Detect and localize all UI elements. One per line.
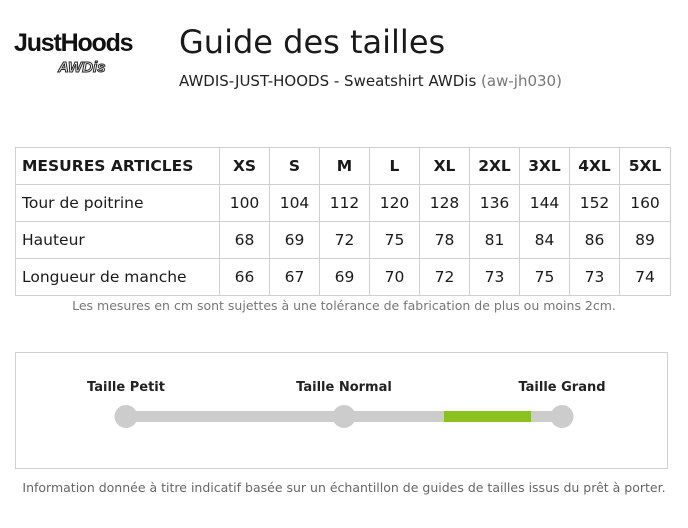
fit-range-indicator (444, 411, 532, 422)
row-label: Tour de poitrine (15, 184, 220, 222)
table-cell: 84 (519, 221, 570, 259)
fit-label-large: Taille Grand (518, 380, 606, 395)
table-cell: 86 (569, 221, 620, 259)
tolerance-note: Les mesures en cm sont sujettes à une to… (72, 298, 616, 313)
table-row: Hauteur 68 69 72 75 78 81 84 86 89 (15, 221, 671, 259)
footnote: Information donnée à titre indicatif bas… (22, 480, 666, 495)
table-cell: 144 (519, 184, 570, 222)
table-cell: 72 (319, 221, 370, 259)
size-table-header: MESURES ARTICLES XS S M L XL 2XL 3XL 4XL… (15, 147, 671, 185)
table-cell: 70 (369, 258, 420, 296)
table-cell: 67 (269, 258, 320, 296)
table-cell: 81 (469, 221, 520, 259)
logo-wordmark: JustHoods (14, 29, 134, 57)
table-cell: 120 (369, 184, 420, 222)
size-table: MESURES ARTICLES XS S M L XL 2XL 3XL 4XL… (15, 147, 671, 296)
header-label: MESURES ARTICLES (15, 147, 220, 185)
table-cell: 104 (269, 184, 320, 222)
logo-sub-brand: AWDis (58, 59, 107, 76)
fit-label-small: Taille Petit (87, 380, 165, 395)
product-subtitle: AWDIS-JUST-HOODS - Sweatshirt AWDis (aw-… (179, 71, 562, 91)
row-label: Longueur de manche (15, 258, 220, 296)
product-name: AWDIS-JUST-HOODS - Sweatshirt AWDis (179, 72, 477, 90)
table-cell: 75 (519, 258, 570, 296)
table-cell: 78 (419, 221, 470, 259)
size-header: L (369, 147, 420, 185)
table-cell: 75 (369, 221, 420, 259)
size-header: 3XL (519, 147, 570, 185)
table-cell: 112 (319, 184, 370, 222)
fit-marker-normal (332, 405, 356, 428)
table-cell: 74 (619, 258, 671, 296)
table-row: Longueur de manche 66 67 69 70 72 73 75 … (15, 258, 671, 296)
table-row: Tour de poitrine 100 104 112 120 128 136… (15, 184, 671, 222)
table-cell: 160 (619, 184, 671, 222)
table-cell: 69 (269, 221, 320, 259)
size-header: XS (219, 147, 270, 185)
table-cell: 69 (319, 258, 370, 296)
product-code: (aw-jh030) (481, 72, 562, 90)
size-header: 4XL (569, 147, 620, 185)
size-header: 2XL (469, 147, 520, 185)
fit-label-normal: Taille Normal (296, 380, 392, 395)
size-header: M (319, 147, 370, 185)
table-cell: 128 (419, 184, 470, 222)
table-cell: 66 (219, 258, 270, 296)
table-cell: 136 (469, 184, 520, 222)
table-cell: 152 (569, 184, 620, 222)
table-cell: 100 (219, 184, 270, 222)
fit-marker-large (550, 405, 574, 428)
size-header: S (269, 147, 320, 185)
page-title: Guide des tailles (179, 23, 446, 61)
size-header: XL (419, 147, 470, 185)
fit-marker-small (114, 405, 138, 428)
table-cell: 73 (469, 258, 520, 296)
fit-indicator-panel: Taille Petit Taille Normal Taille Grand (15, 352, 668, 469)
row-label: Hauteur (15, 221, 220, 259)
table-cell: 73 (569, 258, 620, 296)
table-cell: 72 (419, 258, 470, 296)
table-cell: 68 (219, 221, 270, 259)
brand-logo: JustHoods AWDis (14, 28, 166, 84)
size-header: 5XL (619, 147, 671, 185)
table-cell: 89 (619, 221, 671, 259)
